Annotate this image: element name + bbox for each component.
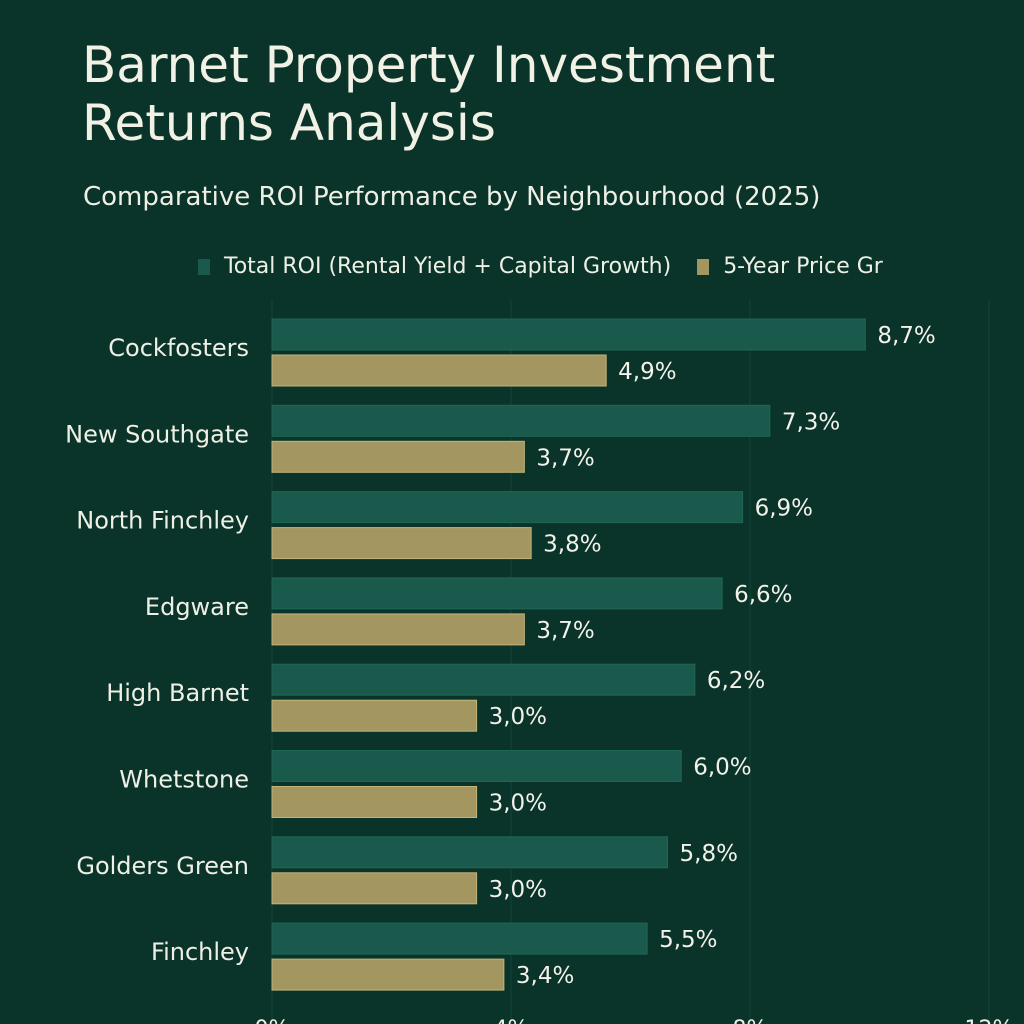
- bar-total-roi: [271, 922, 648, 955]
- category-label: Cockfosters: [108, 334, 249, 362]
- data-label: 3,0%: [489, 877, 547, 903]
- category-label: North Finchley: [76, 507, 249, 535]
- bar-price-growth: [271, 440, 525, 473]
- data-label: 3,0%: [489, 791, 547, 817]
- data-label: 8,7%: [877, 323, 935, 349]
- x-tick-label: 4%: [494, 1017, 529, 1024]
- category-label: Finchley: [151, 938, 249, 966]
- data-label: 5,5%: [659, 927, 717, 953]
- bar-total-roi: [271, 836, 669, 869]
- data-label: 3,4%: [516, 963, 574, 989]
- data-label: 6,9%: [755, 496, 813, 522]
- bar-total-roi: [271, 750, 682, 782]
- data-label: 6,6%: [734, 582, 792, 608]
- data-label: 6,0%: [693, 755, 751, 781]
- category-label: Whetstone: [119, 766, 249, 794]
- category-label: Golders Green: [76, 852, 249, 880]
- category-label: New Southgate: [65, 420, 249, 448]
- legend-swatch-total-roi: [198, 258, 210, 275]
- x-tick-label: 0%: [255, 1017, 290, 1024]
- legend: Total ROI (Rental Yield + Capital Growth…: [198, 254, 970, 279]
- legend-label-price-growth: 5-Year Price Gr: [723, 254, 883, 279]
- x-tick-label: 8%: [733, 1017, 768, 1024]
- data-label: 6,2%: [707, 668, 765, 694]
- bar-price-growth: [271, 354, 607, 387]
- bar-price-growth: [271, 786, 478, 818]
- bar-price-growth: [271, 872, 478, 905]
- chart-subtitle: Comparative ROI Performance by Neighbour…: [83, 182, 821, 212]
- bar-total-roi: [271, 577, 723, 610]
- data-label: 4,9%: [618, 359, 676, 385]
- bar-total-roi: [271, 663, 696, 696]
- x-tick-label: 12%: [965, 1017, 1014, 1024]
- bar-price-growth: [271, 527, 532, 560]
- data-label: 7,3%: [782, 409, 840, 435]
- category-label: High Barnet: [106, 679, 249, 707]
- bar-total-roi: [271, 404, 771, 437]
- category-label: Edgware: [145, 593, 249, 621]
- bar-price-growth: [271, 958, 505, 991]
- data-label: 3,7%: [536, 445, 594, 471]
- legend-label-total-roi: Total ROI (Rental Yield + Capital Growth…: [224, 254, 672, 279]
- data-label: 3,0%: [489, 704, 547, 730]
- data-label: 3,7%: [536, 618, 594, 644]
- bar-total-roi: [271, 491, 744, 524]
- data-label: 3,8%: [543, 532, 601, 558]
- bar-total-roi: [271, 318, 866, 351]
- bar-price-growth: [271, 699, 478, 732]
- bar-price-growth: [271, 613, 525, 646]
- chart-title: Barnet Property Investment Returns Analy…: [82, 36, 776, 152]
- legend-swatch-price-growth: [697, 258, 710, 275]
- data-label: 5,8%: [680, 841, 738, 867]
